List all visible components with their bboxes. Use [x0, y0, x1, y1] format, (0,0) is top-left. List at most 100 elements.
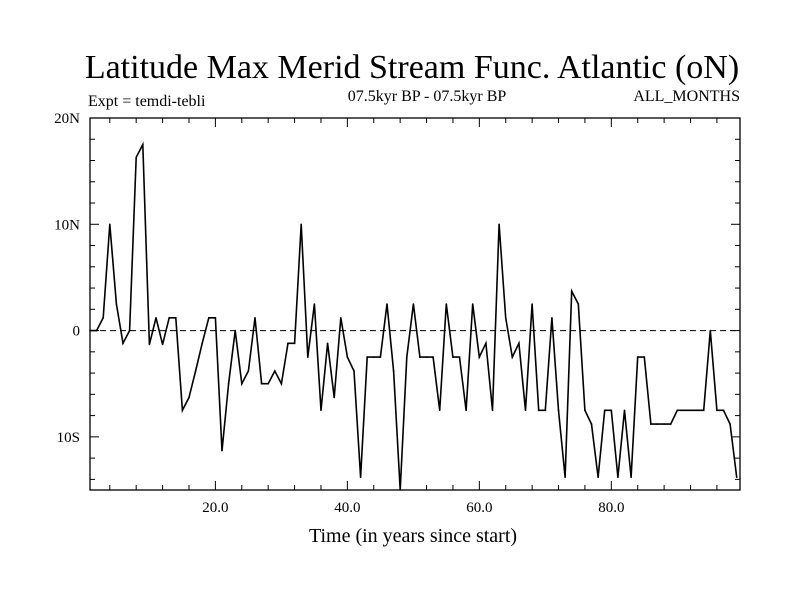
- data-point-79: [603, 409, 606, 412]
- data-point-33: [300, 223, 302, 226]
- data-point-1: [89, 329, 91, 332]
- data-point-69: [537, 409, 540, 412]
- data-point-63: [498, 223, 500, 226]
- data-point-64: [504, 317, 507, 319]
- chart-subtitle-center: 07.5kyr BP - 07.5kyr BP: [348, 88, 507, 105]
- data-point-23: [234, 329, 236, 332]
- data-point-53: [432, 356, 434, 358]
- data-point-73: [564, 476, 566, 479]
- y-tick-label-20N: 20N: [54, 111, 80, 127]
- data-point-88: [663, 423, 665, 425]
- data-point-60: [478, 356, 481, 358]
- data-point-13: [168, 317, 170, 319]
- data-point-48: [399, 489, 401, 491]
- data-point-3: [102, 317, 104, 319]
- data-point-43: [366, 356, 368, 358]
- data-point-81: [617, 476, 619, 479]
- data-point-46: [386, 303, 388, 305]
- data-point-98: [729, 423, 731, 425]
- data-point-51: [419, 356, 421, 358]
- y-tick-label-10S: 10S: [57, 430, 80, 446]
- data-point-18: [201, 342, 203, 345]
- data-point-35: [313, 303, 316, 305]
- chart-subtitle-right: ALL_MONTHS: [633, 88, 740, 105]
- data-point-58: [465, 409, 467, 412]
- data-point-9: [141, 143, 144, 146]
- data-point-75: [577, 303, 580, 305]
- x-axis-ticks: 20.0 40.0 60.0 80.0: [109, 118, 718, 516]
- y-axis-ticks: 20N 10N 0 10S: [54, 111, 740, 480]
- chart-title: Latitude Max Merid Stream Func. Atlantic…: [85, 49, 739, 86]
- data-point-17: [194, 370, 197, 372]
- x-tick-label-20.0: 20.0: [202, 500, 228, 516]
- data-points: [89, 143, 738, 491]
- data-point-36: [320, 409, 322, 412]
- data-point-22: [227, 382, 230, 385]
- data-point-39: [339, 317, 342, 319]
- data-point-41: [353, 370, 355, 372]
- data-point-45: [379, 356, 382, 358]
- data-point-67: [524, 409, 527, 412]
- plot-frame: [89, 117, 741, 491]
- data-point-99: [735, 476, 738, 479]
- data-point-5: [115, 303, 118, 305]
- data-point-50: [412, 303, 415, 305]
- data-point-70: [544, 409, 547, 412]
- data-point-86: [650, 423, 652, 425]
- data-point-44: [372, 356, 375, 358]
- data-point-89: [669, 423, 672, 425]
- data-point-16: [188, 396, 190, 399]
- data-point-59: [471, 303, 474, 305]
- data-point-12: [161, 343, 164, 346]
- data-point-29: [273, 370, 276, 372]
- data-point-54: [438, 409, 441, 412]
- data-point-8: [135, 156, 137, 159]
- data-point-61: [485, 342, 487, 345]
- data-point-74: [570, 290, 573, 293]
- data-point-85: [643, 356, 646, 358]
- data-point-93: [696, 409, 698, 412]
- series-line-latitude-max: [90, 141, 738, 491]
- y-tick-label-10N: 10N: [54, 217, 80, 233]
- data-point-77: [590, 423, 593, 425]
- data-point-24: [240, 382, 243, 385]
- data-point-55: [445, 303, 448, 305]
- data-point-25: [247, 370, 250, 372]
- data-point-4: [108, 223, 111, 226]
- data-point-40: [346, 356, 349, 358]
- data-point-84: [636, 356, 639, 358]
- data-point-78: [597, 476, 599, 479]
- data-point-37: [326, 342, 329, 345]
- data-point-57: [458, 356, 461, 358]
- x-tick-label-40.0: 40.0: [334, 500, 360, 516]
- data-point-66: [518, 342, 520, 345]
- x-tick-label-60.0: 60.0: [466, 500, 492, 516]
- data-point-56: [452, 356, 454, 358]
- data-point-49: [405, 356, 408, 358]
- data-point-71: [551, 317, 553, 319]
- data-point-97: [722, 409, 725, 412]
- data-point-72: [557, 409, 560, 412]
- data-point-38: [333, 396, 335, 399]
- data-point-10: [148, 343, 151, 346]
- y-tick-label-0: 0: [73, 324, 81, 340]
- data-point-20: [214, 317, 217, 319]
- x-axis-label: Time (in years since start): [309, 525, 517, 547]
- data-point-83: [630, 476, 632, 479]
- data-point-28: [267, 382, 269, 385]
- data-point-95: [709, 329, 712, 332]
- data-point-14: [174, 317, 177, 319]
- data-point-26: [254, 317, 256, 319]
- data-point-87: [656, 423, 659, 425]
- data-point-30: [280, 382, 283, 385]
- chart-subtitle-left: Expt = temdi-tebli: [88, 93, 206, 110]
- data-point-47: [392, 370, 395, 372]
- data-point-11: [155, 317, 157, 319]
- data-point-7: [128, 329, 131, 332]
- data-point-76: [584, 409, 586, 412]
- data-point-68: [531, 303, 533, 305]
- data-point-2: [95, 329, 98, 332]
- data-point-42: [359, 476, 362, 479]
- data-point-32: [293, 342, 296, 345]
